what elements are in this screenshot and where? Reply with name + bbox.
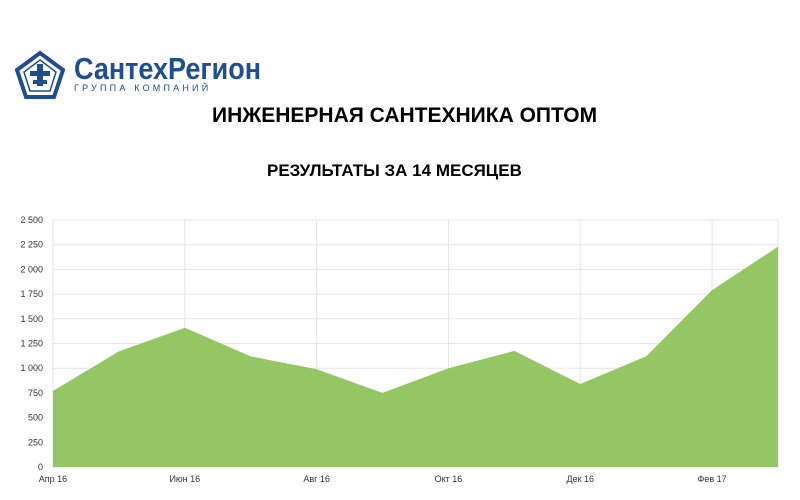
- x-axis-ticks: Апр 16 Июн 16 Авг 16 Окт 16 Дек 16 Фев 17: [39, 474, 727, 484]
- data-point: [446, 366, 450, 370]
- y-tick-label: 500: [28, 413, 43, 423]
- x-tick-label: Авг 16: [303, 474, 330, 484]
- data-point: [776, 245, 780, 249]
- data-point: [381, 391, 385, 395]
- data-point: [117, 349, 121, 353]
- data-point: [315, 367, 319, 371]
- y-tick-label: 2 250: [20, 240, 43, 250]
- data-point: [512, 349, 516, 353]
- x-tick-label: Апр 16: [39, 474, 67, 484]
- y-tick-label: 750: [28, 388, 43, 398]
- data-point: [51, 389, 55, 393]
- logo-tagline: ГРУППА КОМПАНИЙ: [74, 83, 212, 93]
- logo-name: СантехРегион: [74, 52, 262, 86]
- y-tick-label: 1 500: [20, 314, 43, 324]
- chart-subtitle: РЕЗУЛЬТАТЫ ЗА 14 МЕСЯЦЕВ: [267, 161, 522, 180]
- area-fill: [53, 246, 778, 467]
- y-tick-label: 2 000: [20, 264, 43, 274]
- x-tick-label: Дек 16: [566, 474, 594, 484]
- logo-emblem-icon: [14, 50, 66, 99]
- y-axis-ticks: 0 250 500 750 1 000 1 250 1 500 1 750 2 000 2 250…: [20, 215, 43, 472]
- y-tick-label: 0: [38, 462, 43, 472]
- area-chart: 0 250 500 750 1 000 1 250 1 500 1 750 2 000 2 250…: [20, 215, 780, 484]
- x-tick-label: Фев 17: [698, 474, 727, 484]
- y-tick-label: 250: [28, 437, 43, 447]
- y-tick-label: 1 000: [20, 363, 43, 373]
- data-point: [644, 354, 648, 358]
- data-point: [710, 288, 714, 292]
- data-point: [578, 382, 582, 386]
- chart-area-series: [51, 245, 780, 467]
- x-tick-label: Июн 16: [169, 474, 200, 484]
- data-point: [183, 326, 187, 330]
- y-tick-label: 1 750: [20, 289, 43, 299]
- company-logo: СантехРегион ГРУППА КОМПАНИЙ: [14, 50, 261, 100]
- x-tick-label: Окт 16: [435, 474, 463, 484]
- data-point: [249, 354, 253, 358]
- y-tick-label: 1 250: [20, 339, 43, 349]
- page-title: ИНЖЕНЕРНАЯ САНТЕХНИКА ОПТОМ: [212, 104, 598, 127]
- y-tick-label: 2 500: [20, 215, 43, 225]
